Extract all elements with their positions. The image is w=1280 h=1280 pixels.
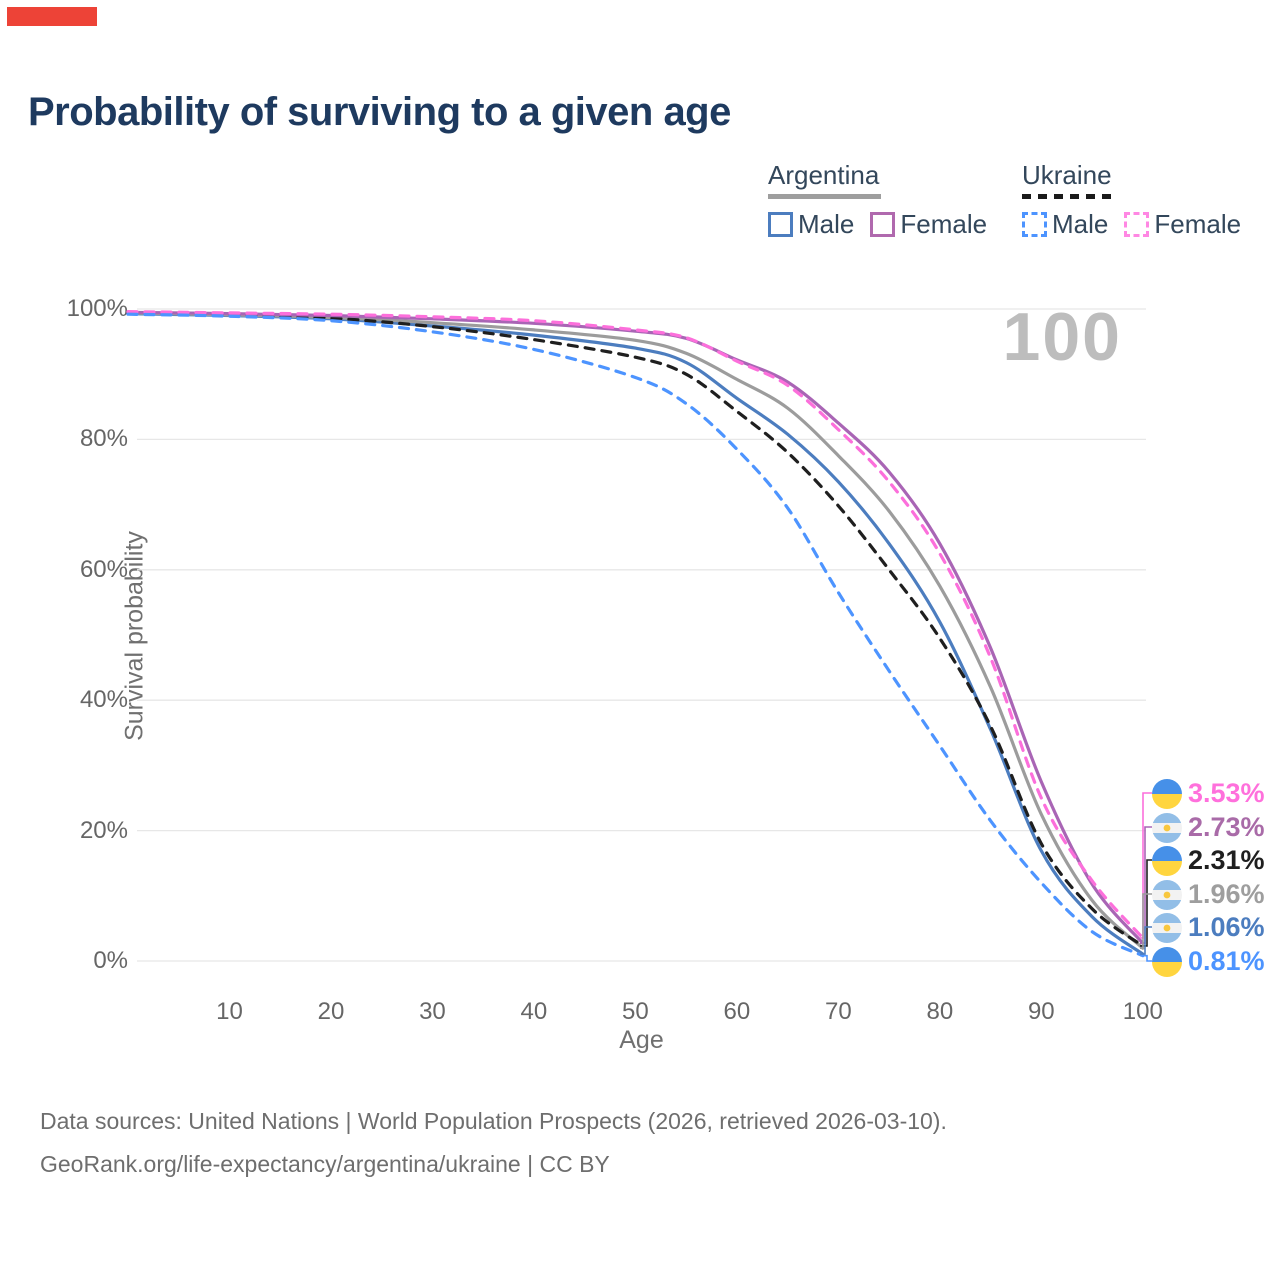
argentina-male-swatch-icon	[768, 212, 793, 237]
legend-item-label: Female	[1154, 209, 1242, 239]
end-label-connector	[1140, 859, 1152, 947]
legend-item-label: Male	[798, 209, 855, 239]
page-title: Probability of surviving to a given age	[28, 90, 731, 134]
x-tick-label: 30	[419, 998, 446, 1025]
curve-ukraine-male[interactable]	[126, 312, 1145, 958]
curve-ukraine-both-sexes[interactable]	[126, 312, 1145, 948]
hover-age-readout: 100	[1002, 299, 1122, 375]
recording-indicator	[7, 7, 97, 26]
y-tick-label: 0%	[93, 947, 128, 974]
end-label-connector	[1140, 893, 1152, 950]
x-tick-label: 90	[1027, 998, 1055, 1025]
legend-group-ukraine: Ukraine Male Female	[1022, 160, 1241, 240]
argentina-flag-icon	[1152, 879, 1182, 910]
x-tick-label: 60	[723, 998, 751, 1025]
legend-item-ukraine-male[interactable]: Male	[1022, 209, 1108, 240]
end-label-argentina-female: 2.73%	[1152, 812, 1265, 843]
curve-argentina-both-sexes[interactable]	[126, 311, 1145, 950]
argentina-flag-icon	[1152, 812, 1182, 843]
end-label-connector	[1140, 954, 1152, 962]
survival-value: 1.96%	[1188, 879, 1265, 909]
legend-item-argentina-female[interactable]: Female	[870, 209, 987, 240]
attribution-text: GeoRank.org/life-expectancy/argentina/uk…	[40, 1151, 610, 1177]
x-axis-title: Age	[619, 1026, 664, 1054]
y-tick-label: 40%	[79, 686, 128, 714]
end-label-argentina-both-sexes: 1.96%	[1152, 879, 1265, 910]
end-label-connector	[1140, 826, 1152, 944]
ukraine-flag-icon	[1152, 946, 1182, 977]
x-tick-label: 100	[1122, 998, 1163, 1025]
curve-ukraine-female[interactable]	[126, 310, 1145, 940]
legend-item-label: Female	[900, 209, 988, 239]
end-label-connector	[1140, 926, 1152, 955]
survival-value: 0.81%	[1188, 946, 1265, 976]
legend-country-argentina: Argentina	[768, 160, 880, 190]
end-label-ukraine-both-sexes: 2.31%	[1152, 845, 1265, 876]
argentina-flag-icon	[1152, 912, 1182, 943]
legend-item-ukraine-female[interactable]: Female	[1124, 209, 1241, 240]
y-tick-label: 60%	[79, 555, 128, 583]
legend-item-argentina-male[interactable]: Male	[768, 209, 854, 240]
ukraine-female-swatch-icon	[1124, 212, 1150, 237]
survival-value: 3.53%	[1188, 778, 1265, 808]
legend-country-ukraine: Ukraine	[1022, 160, 1112, 190]
legend-group-argentina: Argentina Male Female	[768, 160, 987, 240]
ukraine-flag-icon	[1152, 845, 1182, 876]
x-tick-label: 20	[317, 998, 345, 1025]
y-tick-label: 20%	[79, 816, 128, 844]
end-label-argentina-male: 1.06%	[1152, 912, 1265, 943]
legend-item-label: Male	[1052, 209, 1109, 239]
curve-argentina-female[interactable]	[126, 310, 1145, 945]
x-tick-label: 70	[825, 998, 852, 1025]
ukraine-flag-icon	[1152, 778, 1182, 809]
x-tick-label: 40	[520, 998, 548, 1025]
y-tick-label: 100%	[66, 295, 128, 322]
end-label-ukraine-female: 3.53%	[1152, 778, 1265, 809]
ukraine-line-style-sample	[1022, 194, 1112, 199]
ukraine-male-swatch-icon	[1022, 212, 1047, 237]
end-label-connector	[1140, 792, 1152, 939]
survival-value: 2.31%	[1188, 845, 1265, 875]
survival-value: 1.06%	[1188, 912, 1265, 942]
data-sources-text: Data sources: United Nations | World Pop…	[40, 1108, 947, 1134]
end-label-ukraine-male: 0.81%	[1152, 946, 1265, 977]
argentina-female-swatch-icon	[870, 212, 896, 237]
survival-value: 2.73%	[1188, 812, 1265, 842]
y-tick-label: 80%	[79, 425, 128, 453]
x-tick-label: 80	[926, 998, 954, 1025]
x-tick-label: 10	[216, 998, 243, 1025]
argentina-line-style-sample	[768, 194, 881, 199]
curve-argentina-male[interactable]	[126, 312, 1145, 956]
x-tick-label: 50	[622, 998, 649, 1025]
